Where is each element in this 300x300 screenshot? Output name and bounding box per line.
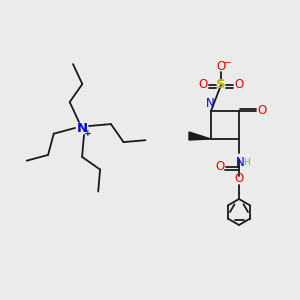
Text: O: O xyxy=(198,79,208,92)
Text: O: O xyxy=(216,61,226,74)
Text: N: N xyxy=(76,122,88,134)
Polygon shape xyxy=(189,132,211,140)
Text: N: N xyxy=(236,156,244,169)
Text: O: O xyxy=(234,172,244,185)
Text: H: H xyxy=(243,158,249,167)
Text: −: − xyxy=(223,58,231,68)
Text: S: S xyxy=(216,79,226,92)
Text: O: O xyxy=(257,104,267,118)
Text: N: N xyxy=(206,97,214,110)
Text: O: O xyxy=(234,79,244,92)
Text: O: O xyxy=(215,160,225,173)
Text: +: + xyxy=(84,128,92,137)
